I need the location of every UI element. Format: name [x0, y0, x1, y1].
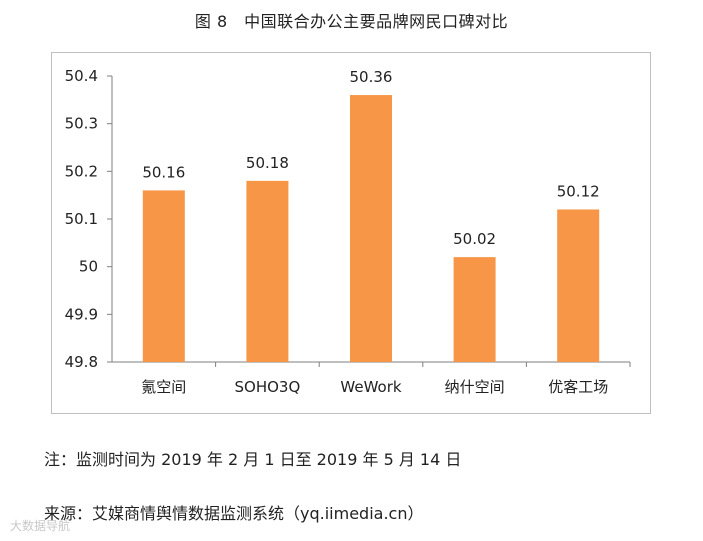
data-label: 50.18	[246, 154, 289, 172]
y-tick-label: 50.4	[65, 67, 98, 85]
bar	[350, 95, 392, 363]
data-label: 50.02	[453, 230, 496, 248]
bar	[453, 257, 496, 362]
data-label: 50.16	[142, 163, 185, 181]
monitoring-period-note: 注：监测时间为 2019 年 2 月 1 日至 2019 年 5 月 14 日	[44, 450, 462, 469]
bar	[557, 209, 600, 362]
x-category-label: 氪空间	[141, 378, 186, 396]
y-tick-label: 50	[79, 258, 98, 276]
bar	[142, 190, 185, 362]
chart-title: 图 8 中国联合办公主要品牌网民口碑对比	[194, 12, 509, 31]
x-category-label: WeWork	[340, 378, 401, 396]
y-tick-label: 49.9	[65, 305, 98, 323]
y-tick-label: 50.1	[65, 210, 98, 228]
chart-frame	[51, 52, 651, 414]
bar	[246, 180, 289, 362]
x-category-label: 纳什空间	[445, 378, 505, 396]
data-label: 50.12	[557, 182, 600, 200]
y-tick-label: 49.8	[65, 353, 98, 371]
watermark: 大数据导航	[10, 519, 71, 533]
x-category-label: SOHO3Q	[235, 378, 301, 396]
data-source: 来源：艾媒商情舆情数据监测系统（yq.iimedia.cn）	[44, 504, 424, 523]
x-category-label: 优客工场	[548, 378, 608, 396]
y-tick-label: 50.2	[65, 162, 98, 180]
y-tick-label: 50.3	[65, 115, 98, 133]
data-label: 50.36	[350, 68, 393, 86]
